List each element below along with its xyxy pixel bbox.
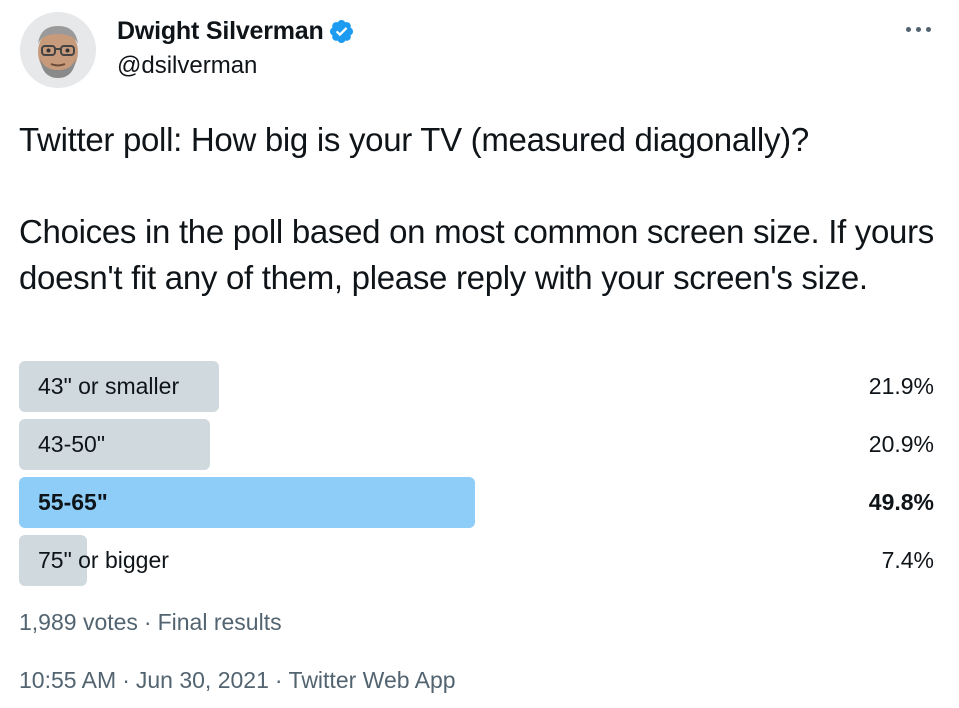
verified-badge-icon [329,19,353,44]
poll-bar [19,361,220,412]
poll-option[interactable]: 55-65" 49.8% [19,477,934,528]
more-options-icon[interactable] [898,14,938,44]
poll-option-label: 55-65" [38,489,108,515]
poll-option-percent: 7.4% [881,547,934,573]
poll-option-percent: 49.8% [868,489,934,515]
tweet-text: Twitter poll: How big is your TV (measur… [19,121,935,296]
poll-option[interactable]: 43-50" 20.9% [19,419,934,470]
author-name[interactable]: Dwight Silverman [117,17,324,45]
poll-bar [19,419,211,470]
poll-option-label: 43" or smaller [38,373,180,399]
avatar[interactable] [20,12,96,88]
memoji-avatar-icon [20,12,96,88]
dot [905,26,911,32]
poll-option[interactable]: 75" or bigger 7.4% [19,535,934,586]
tweet-source[interactable]: Twitter Web App [288,667,456,693]
poll-bar [19,535,87,586]
vote-count: 1,989 votes [19,609,138,635]
author-handle[interactable]: @dsilverman [117,52,258,79]
dot [915,26,921,32]
poll-meta: 1,989 votes · Final results [19,609,282,636]
separator: · [274,667,283,693]
poll-bar [19,477,475,528]
tweet-time[interactable]: 10:55 AM [19,667,117,693]
tweet-date[interactable]: Jun 30, 2021 [135,667,269,693]
poll: 43" or smaller 21.9% 43-50" 20.9% 55-65"… [19,361,934,593]
tweet-timestamp: 10:55 AM · Jun 30, 2021 · Twitter Web App [19,667,456,694]
separator: · [143,609,152,635]
poll-option[interactable]: 43" or smaller 21.9% [19,361,934,412]
separator: · [122,667,130,693]
poll-option-label: 43-50" [38,431,105,457]
poll-status: Final results [157,609,282,635]
dot [925,26,931,32]
poll-option-percent: 20.9% [868,431,934,457]
poll-option-label: 75" or bigger [38,547,169,573]
poll-option-percent: 21.9% [868,373,934,399]
